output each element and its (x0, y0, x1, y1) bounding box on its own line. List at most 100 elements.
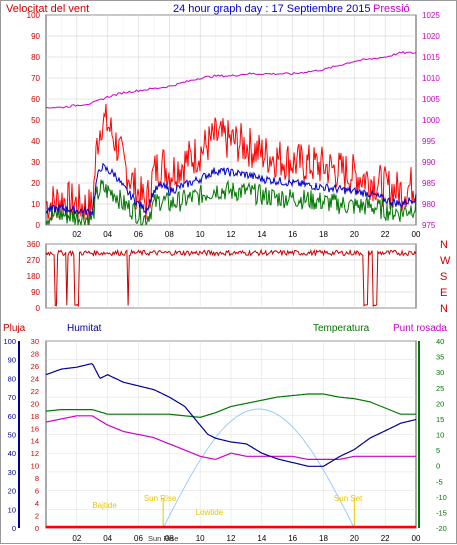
wind-x-tick: 20 (350, 230, 359, 239)
humidity-y-tick: 0 (12, 524, 16, 533)
rain-y-tick: 22 (31, 387, 39, 396)
pressure-y-tick: 1000 (422, 116, 440, 125)
rain-y-tick: 16 (31, 424, 39, 433)
temp-y-tick: 10 (436, 431, 444, 440)
rain-y-tick: 18 (31, 412, 39, 421)
rain-y-tick: 0 (35, 524, 39, 533)
temp-y-tick: 15 (436, 415, 444, 424)
date-title: 24 hour graph day : 17 Septiembre 2015 (173, 3, 371, 15)
pressure-y-tick: 980 (422, 200, 436, 209)
wind-panel: 0102030405060708090100975980985990995100… (27, 11, 441, 239)
rain-y-tick: 28 (31, 349, 39, 358)
humidity-y-tick: 20 (8, 487, 16, 496)
pressure-y-tick: 990 (422, 158, 436, 167)
humidity-x-tick: 10 (196, 534, 205, 543)
wind-x-tick: 18 (319, 230, 328, 239)
humidity-x-tick: 06 (134, 534, 143, 543)
wind-y-tick: 30 (31, 158, 40, 167)
wind-green-series (45, 179, 417, 226)
humidity-y-tick: 100 (3, 337, 16, 346)
pressure-y-tick: 995 (422, 137, 436, 146)
humidity-legend-label: Punt rosada (393, 323, 447, 334)
direction-y-tick: 360 (27, 240, 41, 249)
humidity-x-tick: 18 (319, 534, 328, 543)
wind-y-tick: 90 (31, 32, 40, 41)
pressure-y-tick: 1005 (422, 95, 440, 104)
direction-y-tick: 90 (31, 288, 40, 297)
direction-y-tick: 270 (27, 256, 41, 265)
wind-y-tick: 0 (36, 221, 41, 230)
wind-y-tick: 40 (31, 137, 40, 146)
wind-x-tick: 02 (72, 230, 81, 239)
rain-y-tick: 2 (35, 512, 39, 521)
pressure-y-tick: 985 (422, 179, 436, 188)
humidity-y-tick: 10 (8, 505, 16, 514)
temperature-series (45, 393, 416, 419)
temp-y-tick: -10 (436, 493, 447, 502)
wind-x-tick: 14 (257, 230, 266, 239)
direction-y-tick: 180 (27, 272, 41, 281)
humidity-x-tick: 12 (227, 534, 236, 543)
pressure-y-tick: 1025 (422, 11, 440, 20)
humidity-legend-label: Temperatura (313, 323, 370, 334)
rain-y-tick: 14 (31, 437, 39, 446)
humidity-y-tick: 80 (8, 374, 16, 383)
humidity-y-tick: 60 (8, 412, 16, 421)
wind-x-tick: 06 (134, 230, 143, 239)
wind-avg-series (45, 162, 417, 217)
temp-y-tick: 35 (436, 353, 444, 362)
humidity-series (45, 362, 417, 467)
temp-y-tick: -20 (436, 524, 447, 533)
humidity-x-tick: 00 (412, 534, 421, 543)
wind-x-tick: 10 (196, 230, 205, 239)
compass-label: N (440, 239, 448, 251)
humidity-x-tick: 02 (72, 534, 81, 543)
pressure-y-tick: 1020 (422, 32, 440, 41)
compass-label: N (440, 303, 448, 315)
rain-y-tick: 30 (31, 337, 39, 346)
humidity-x-tick: 22 (381, 534, 390, 543)
humidity-x-tick: 04 (103, 534, 112, 543)
wind-y-tick: 50 (31, 116, 40, 125)
humidity-x-tick: 08 (165, 534, 174, 543)
wind-y-tick: 60 (31, 95, 40, 104)
humidity-y-tick: 90 (8, 356, 16, 365)
rain-y-tick: 6 (35, 487, 39, 496)
wind-x-tick: 12 (227, 230, 236, 239)
humidity-legend-label: Humitat (67, 323, 102, 334)
compass-label: S (440, 271, 447, 283)
temp-y-tick: 0 (436, 462, 440, 471)
pressure-title: Pressió (373, 3, 410, 15)
sunset-label: Sun Set (334, 494, 363, 503)
wind-x-tick: 08 (165, 230, 174, 239)
temp-y-tick: -15 (436, 508, 447, 517)
pressure-y-tick: 1010 (422, 74, 440, 83)
pressure-y-tick: 1015 (422, 53, 440, 62)
wind-gust-series (45, 103, 417, 225)
compass-label: W (440, 255, 451, 267)
humidity-y-tick: 30 (8, 468, 16, 477)
rain-y-tick: 20 (31, 399, 39, 408)
lowtide-label: Lowtide (196, 508, 224, 517)
rain-y-tick: 12 (31, 449, 39, 458)
humidity-x-tick: 20 (350, 534, 359, 543)
pressure-y-tick: 975 (422, 221, 436, 230)
humidity-legend-label: Pluja (3, 323, 26, 334)
rain-y-tick: 26 (31, 362, 39, 371)
humidity-x-tick: 14 (257, 534, 266, 543)
wind-y-tick: 100 (27, 11, 41, 20)
wind-y-tick: 80 (31, 53, 40, 62)
rain-y-tick: 24 (31, 374, 39, 383)
humidity-y-tick: 40 (8, 449, 16, 458)
rain-y-tick: 8 (35, 474, 39, 483)
wind-y-tick: 10 (31, 200, 40, 209)
sunrise-axis-label: Sun Rise (148, 534, 178, 543)
pressure-series (45, 51, 417, 109)
sunrise-label: Sun Rise (144, 494, 177, 503)
wind-x-tick: 16 (288, 230, 297, 239)
hightide-label: Bajtide (92, 501, 117, 510)
humidity-y-tick: 50 (8, 431, 16, 440)
